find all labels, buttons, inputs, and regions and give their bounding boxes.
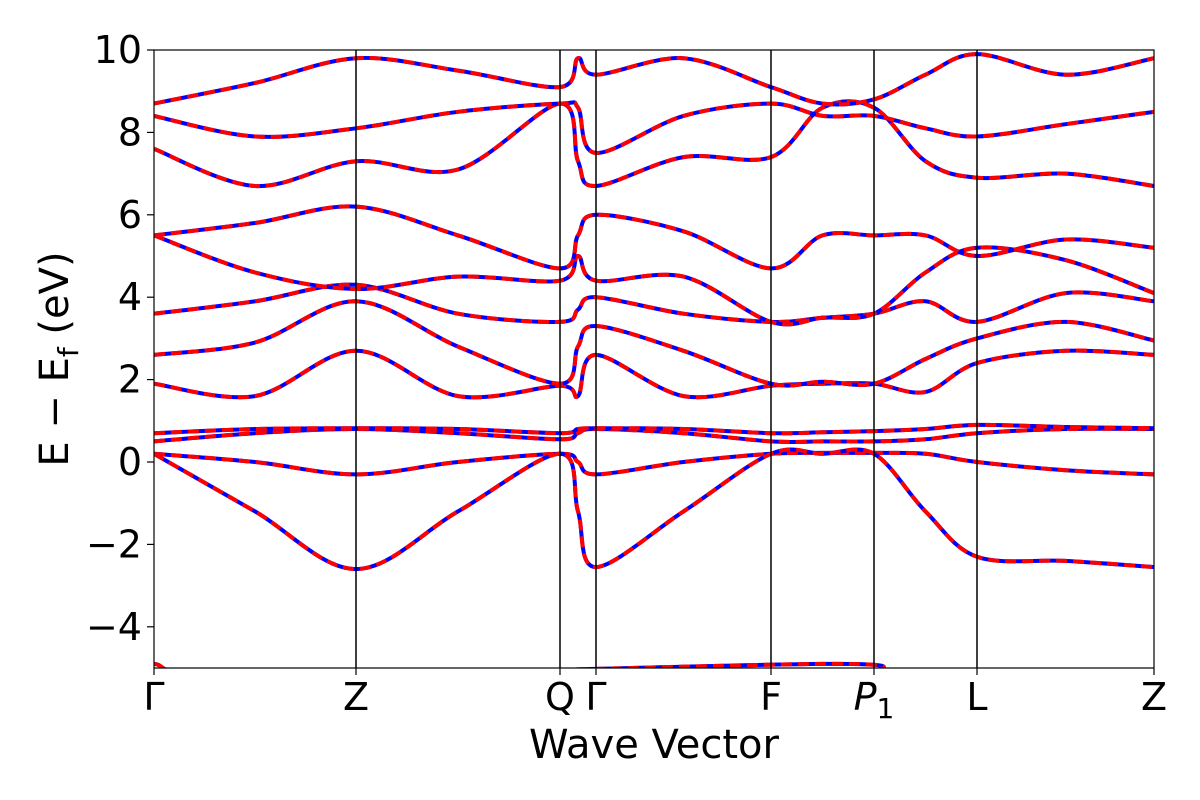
x-tick-label: Q [545,675,575,719]
x-tick-label: Γ [143,675,164,719]
y-axis-ticks: −4 −2 0 2 4 6 8 10 [86,28,154,649]
high-symmetry-lines [355,50,978,668]
x-tick-label: F [760,675,782,719]
band-reference-line [154,282,1154,325]
x-tick-label: Z [343,675,369,719]
y-axis-title-unit: (eV) [32,251,78,347]
y-tick-label: 0 [118,440,142,484]
band-model-line [154,99,1154,189]
y-tick-label: −2 [86,522,142,566]
x-tick-label-text: Q [545,675,575,719]
y-tick-label: 6 [118,193,142,237]
y-axis-title-main: E − E [32,357,78,467]
band-reference-line [154,450,1154,477]
x-tick-label-text: Z [1141,675,1167,719]
band-reference-line [154,99,1154,189]
x-tick-label: Γ [585,675,606,719]
band-model-line [154,52,1154,107]
x-tick-label-text: Γ [143,675,164,719]
x-tick-label-text: Γ [585,675,606,719]
plot-frame [153,49,1155,669]
x-tick-label-text: Z [343,675,369,719]
x-tick-label: L [966,675,987,719]
x-axis-ticks: Γ Z Q Γ F P1 L Z [143,668,1167,725]
y-tick-label: 2 [118,358,142,402]
x-tick-label: P1 [854,675,895,725]
x-tick-label-text: L [966,675,987,719]
y-tick-label: −4 [86,605,142,649]
y-tick-label: 4 [118,275,142,319]
band-reference-line [154,204,1154,271]
y-tick-label: 8 [118,110,142,154]
band-model-line [154,233,1154,327]
band-model-line [154,450,1154,477]
y-tick-label: 10 [94,28,142,72]
x-tick-label-text: F [760,675,782,719]
x-tick-label: Z [1141,675,1167,719]
band-model-line [154,204,1154,271]
x-axis-title: Wave Vector [529,722,780,768]
x-tick-label-text: P [854,675,877,719]
band-model-line [154,100,1154,155]
energy-bands [154,52,1154,668]
band-model-line [154,422,1154,436]
y-axis-title-subscript: f [52,346,85,357]
band-reference-line [154,661,886,668]
y-axis-title: E − Ef (eV) [32,251,85,466]
x-tick-label-subscript: 1 [877,692,895,725]
